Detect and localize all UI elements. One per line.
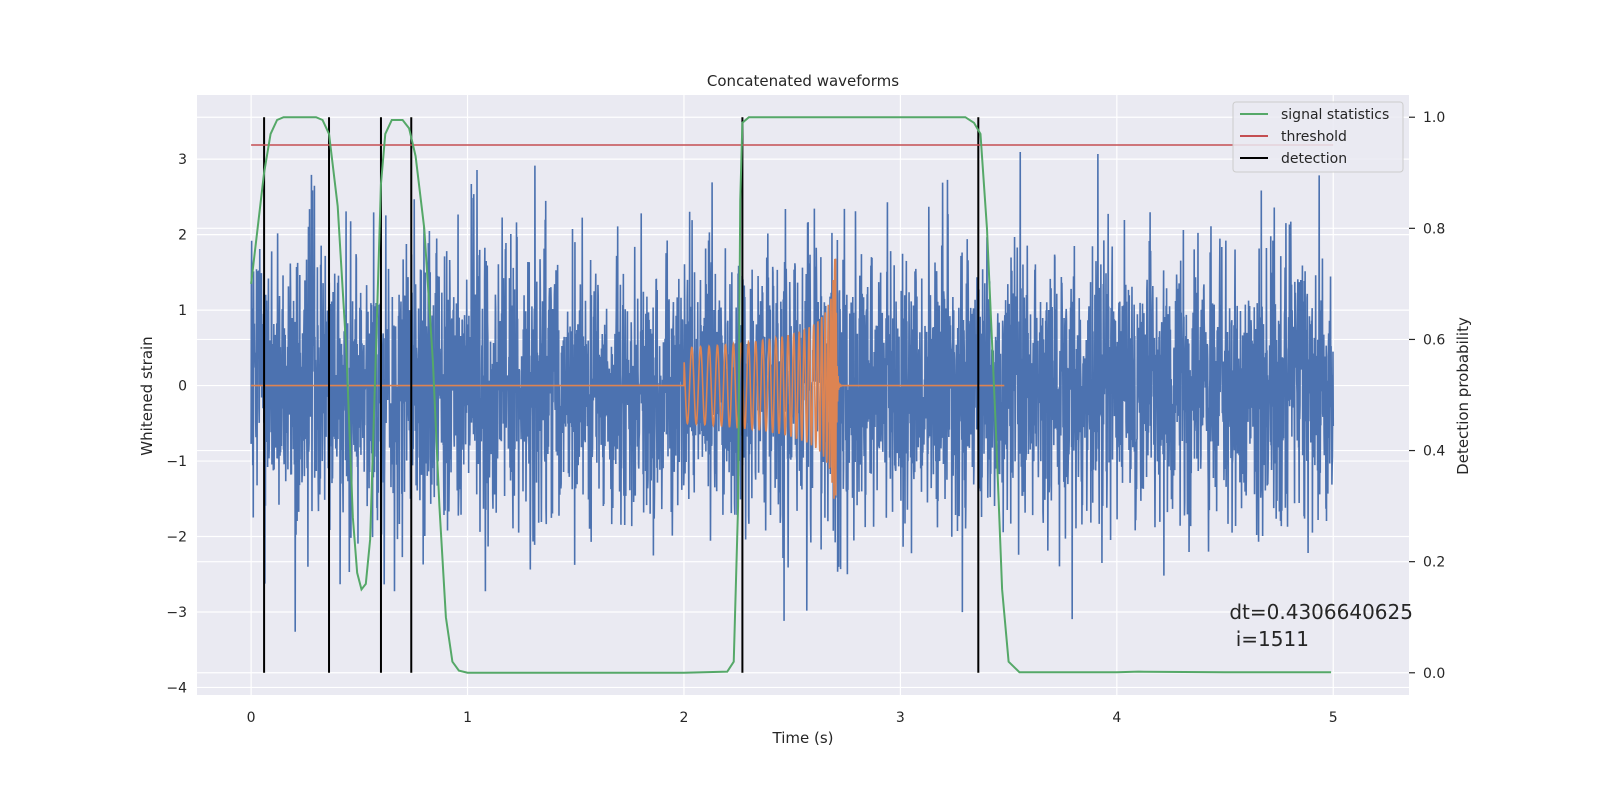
x-axis-title: Time (s) xyxy=(772,729,834,747)
y-axis-ticks: −4 −3 −2 −1 0 1 2 3 xyxy=(166,152,187,696)
annotation-index: i=1511 xyxy=(1229,627,1309,651)
right-y-tick-label: 0.0 xyxy=(1423,666,1445,682)
y-tick-label: −2 xyxy=(166,530,187,546)
template-waveform-line xyxy=(251,258,1005,499)
right-y-tick-label: 0.6 xyxy=(1423,332,1445,348)
y-tick-label: −4 xyxy=(166,680,187,696)
x-tick-label: 4 xyxy=(1112,710,1121,726)
y-tick-label: 3 xyxy=(178,152,187,168)
right-y-axis-title: Detection probability xyxy=(1454,317,1472,475)
legend-label-detection: detection xyxy=(1281,151,1347,167)
signal-statistics-line xyxy=(250,116,1332,674)
legend: signal statistics threshold detection xyxy=(1232,101,1404,173)
x-tick-label: 3 xyxy=(896,710,905,726)
y-tick-label: −1 xyxy=(166,454,187,470)
x-tick-label: 1 xyxy=(463,710,472,726)
legend-label-threshold: threshold xyxy=(1281,129,1347,145)
y-axis-title: Whitened strain xyxy=(138,336,156,455)
x-tick-label: 5 xyxy=(1329,710,1338,726)
right-y-tick-label: 1.0 xyxy=(1423,110,1445,126)
right-y-axis-ticks: 0.0 0.2 0.4 0.6 0.8 1.0 xyxy=(1409,110,1445,682)
y-tick-label: 0 xyxy=(178,379,187,395)
y-tick-label: 1 xyxy=(178,303,187,319)
right-y-tick-label: 0.8 xyxy=(1423,221,1445,237)
annotation-dt: dt=0.4306640625 xyxy=(1229,600,1413,624)
right-y-tick-label: 0.2 xyxy=(1423,555,1445,571)
legend-label-signal-statistics: signal statistics xyxy=(1281,107,1389,123)
right-y-tick-label: 0.4 xyxy=(1423,444,1445,460)
x-tick-label: 2 xyxy=(680,710,689,726)
y-tick-label: −3 xyxy=(166,605,187,621)
x-tick-label: 0 xyxy=(247,710,256,726)
y-tick-label: 2 xyxy=(178,228,187,244)
x-axis-ticks: 0 1 2 3 4 5 xyxy=(247,710,1338,726)
chart-title: Concatenated waveforms xyxy=(707,72,899,90)
